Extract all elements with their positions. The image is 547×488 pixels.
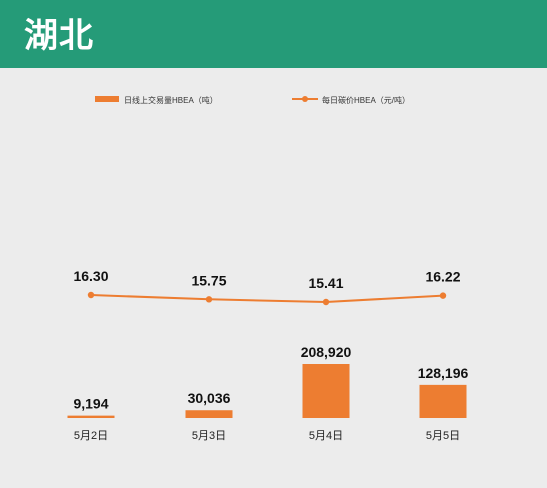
price-point-1 — [205, 296, 213, 303]
bar-value-label-0: 9,194 — [73, 396, 108, 412]
legend: 日线上交易量HBEA（吨） 每日碳价HBEA（元/吨） — [95, 95, 410, 105]
price-point-3 — [439, 292, 447, 299]
bar-2 — [302, 364, 350, 418]
header-bar: 湖北 — [0, 0, 547, 68]
legend-bar-label: 日线上交易量HBEA（吨） — [124, 95, 218, 105]
price-value-label-1: 15.75 — [191, 272, 226, 288]
bar-1 — [185, 410, 233, 418]
legend-line-label: 每日碳价HBEA（元/吨） — [322, 95, 410, 105]
x-tick-label-0: 5月2日 — [74, 430, 108, 442]
price-value-label-3: 16.22 — [425, 269, 460, 285]
x-tick-label-3: 5月5日 — [426, 430, 460, 442]
bar-0 — [67, 415, 115, 418]
bar-value-label-3: 128,196 — [418, 365, 469, 381]
combo-chart: 日线上交易量HBEA（吨） 每日碳价HBEA（元/吨） 9,194 30,036 2… — [67, 95, 469, 442]
legend-bar-swatch — [95, 96, 119, 102]
chart-area: 日线上交易量HBEA（吨） 每日碳价HBEA（元/吨） 9,194 30,036 2… — [0, 68, 547, 484]
price-value-label-0: 16.30 — [73, 268, 108, 284]
bar-value-label-2: 208,920 — [301, 344, 352, 360]
x-tick-label-2: 5月4日 — [309, 430, 343, 442]
price-point-2 — [322, 298, 330, 306]
price-line — [90, 294, 444, 304]
chart-marks: 9,194 30,036 208,920 128,196 16.30 15.75 15.41… — [67, 268, 469, 442]
bar-3 — [419, 384, 467, 418]
bar-value-label-1: 30,036 — [188, 390, 231, 406]
price-value-label-2: 15.41 — [308, 275, 343, 291]
legend-line-marker — [302, 96, 308, 102]
page-title: 湖北 — [24, 16, 94, 56]
price-point-0 — [87, 291, 95, 299]
x-tick-label-1: 5月3日 — [192, 430, 226, 442]
